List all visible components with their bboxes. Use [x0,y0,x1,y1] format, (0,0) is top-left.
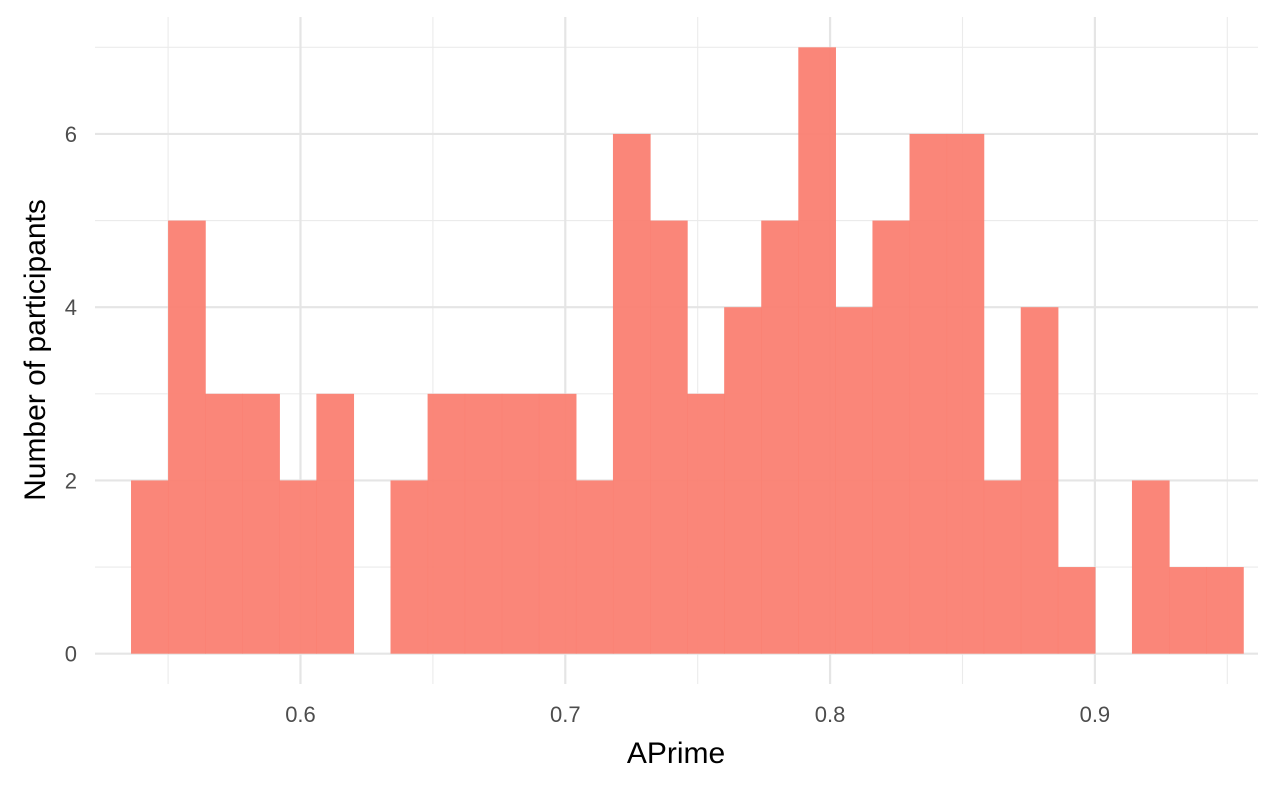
histogram-bar [242,393,280,654]
y-tick-label: 2 [65,468,77,493]
x-tick-label: 0.6 [285,702,316,727]
histogram-bar [1057,567,1096,654]
y-tick-labels: 0 2 4 6 [65,122,77,667]
histogram-bar [761,220,799,654]
histogram-bar [983,480,1022,654]
histogram-bar [798,47,836,654]
y-tick-label: 6 [65,122,77,147]
x-tick-label: 0.9 [1080,702,1111,727]
histogram-bar [390,480,429,654]
x-tick-label: 0.8 [815,702,846,727]
histogram-bar [612,133,651,654]
histogram-bar [131,480,169,654]
histogram-bars [131,47,1244,654]
x-tick-labels: 0.6 0.7 0.8 0.9 [285,702,1110,727]
histogram-bar [501,393,540,654]
histogram-bar [650,220,688,654]
histogram-bar [1131,480,1170,654]
histogram-bar [724,307,762,654]
y-axis-title: Number of participants [19,199,52,501]
x-axis-title: APrime [627,737,725,770]
histogram-bar [168,220,206,654]
histogram-bar [909,133,948,654]
histogram-bar [1169,567,1207,654]
histogram-bar [205,393,243,654]
histogram-bar [538,393,577,654]
histogram-bar [464,393,503,654]
x-tick-label: 0.7 [550,702,581,727]
histogram-bar [279,480,317,654]
histogram-bar [1206,567,1244,654]
histogram-bar [316,393,355,654]
histogram-bar [946,133,985,654]
histogram-bar [427,393,466,654]
histogram-bar [835,307,874,654]
histogram-bar [575,480,614,654]
histogram-bar [1020,307,1059,654]
y-tick-label: 0 [65,642,77,667]
histogram-bar [687,393,725,654]
histogram-bar [872,220,911,654]
y-tick-label: 4 [65,295,77,320]
